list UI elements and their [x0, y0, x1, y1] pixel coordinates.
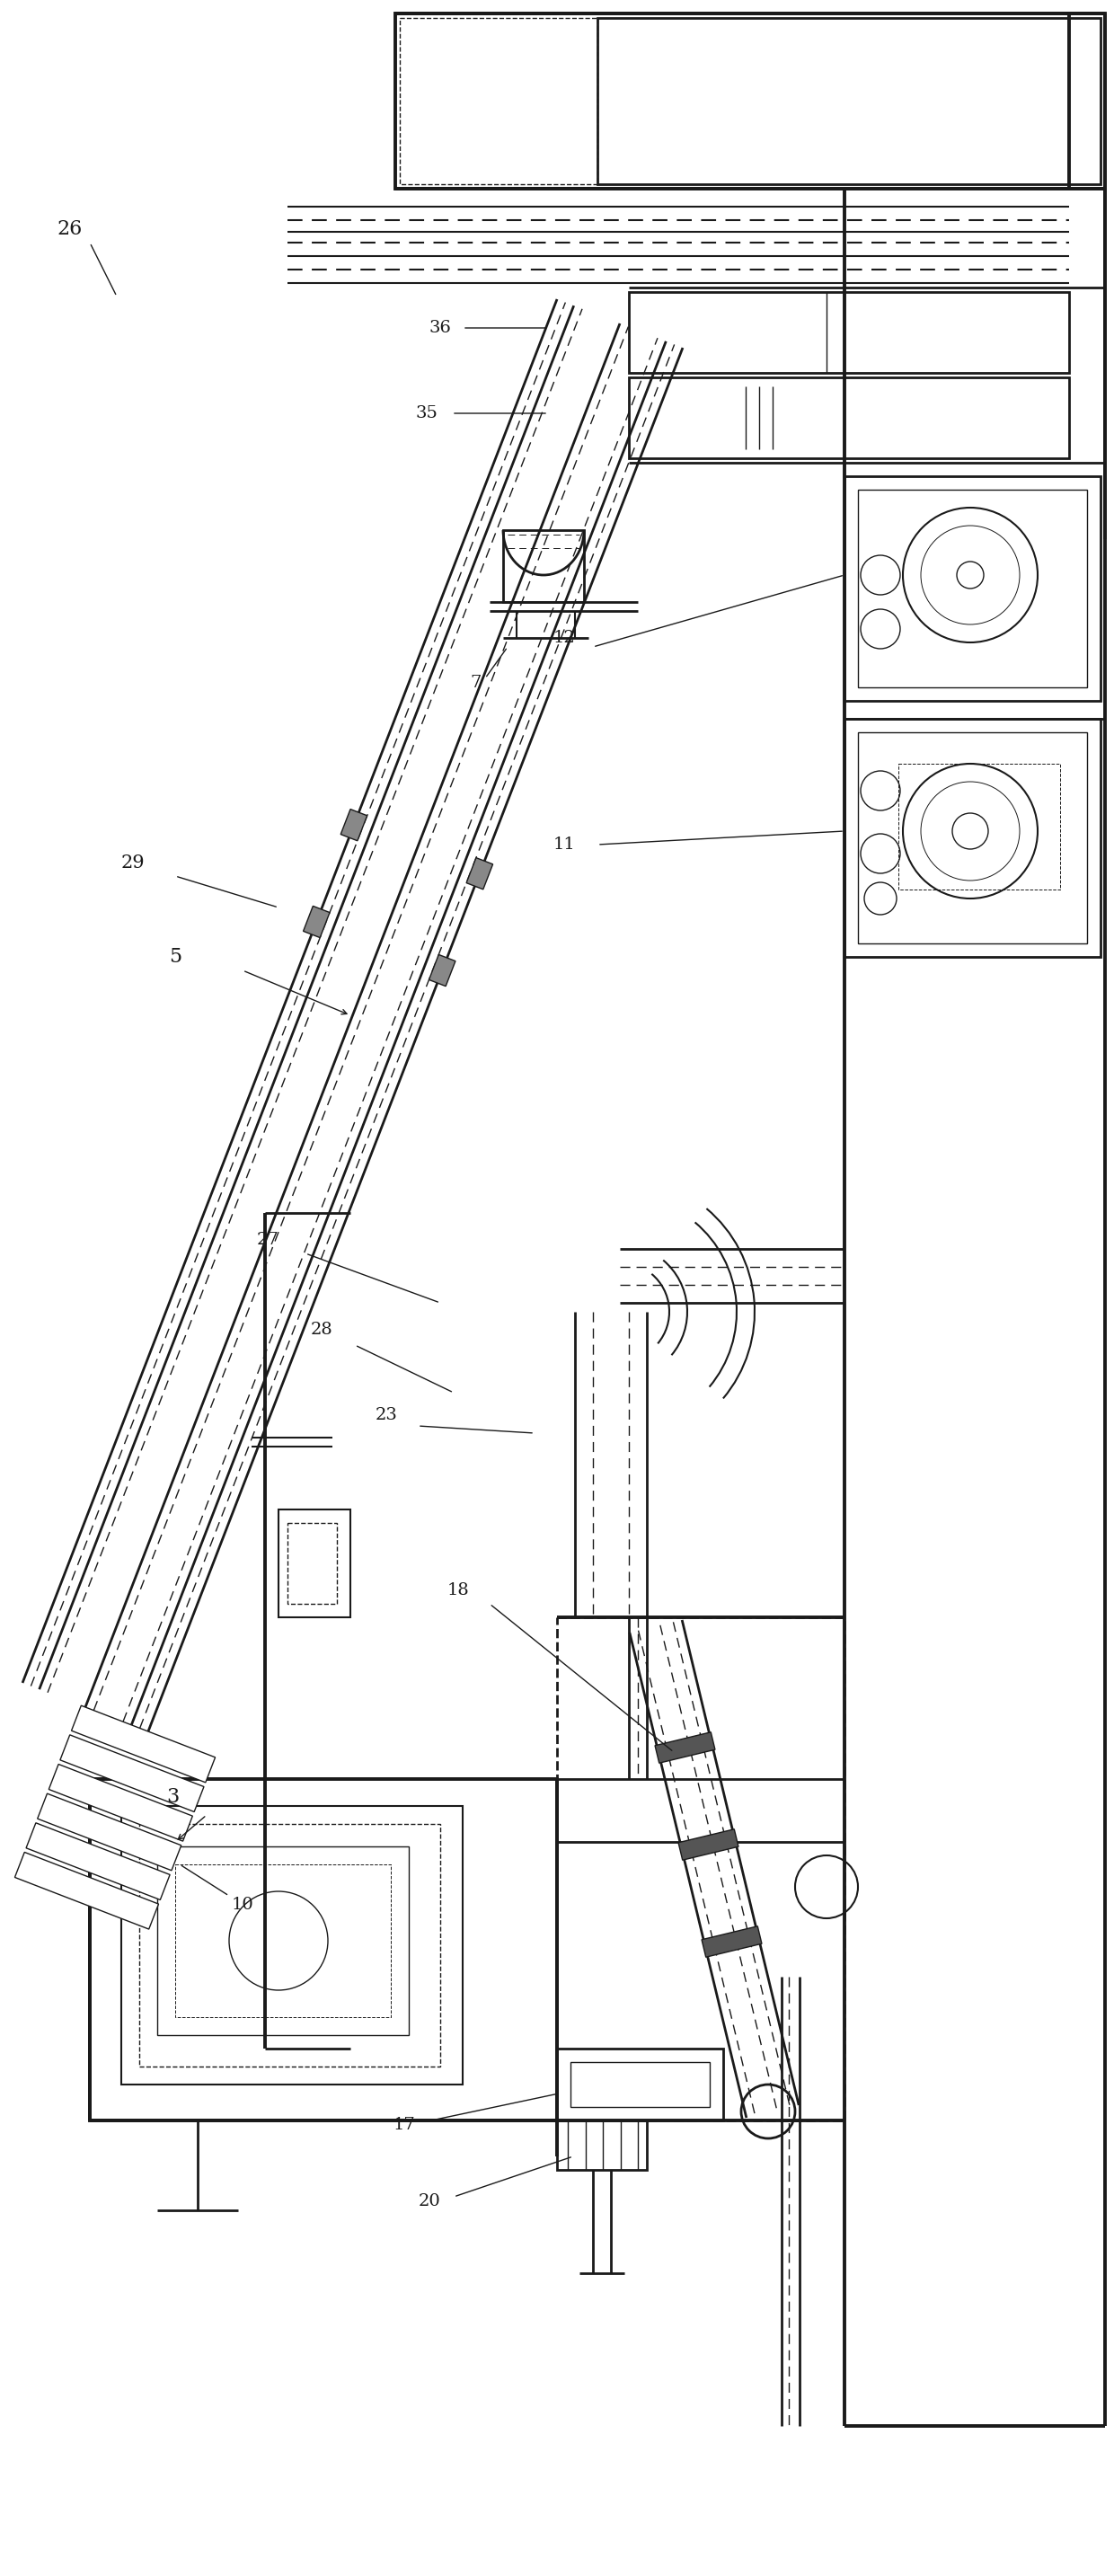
Text: 5: 5: [169, 948, 182, 966]
Polygon shape: [60, 1734, 204, 1811]
Polygon shape: [303, 907, 330, 938]
Bar: [139, 1824, 440, 2066]
Bar: [557, 2048, 723, 2120]
Bar: [557, 1618, 844, 2120]
Bar: [90, 1780, 557, 2120]
Bar: [287, 1522, 336, 1605]
Text: 18: 18: [447, 1582, 469, 1600]
Bar: [157, 1847, 409, 2035]
Polygon shape: [467, 858, 492, 889]
Text: 23: 23: [375, 1406, 398, 1422]
Polygon shape: [678, 1829, 739, 1860]
Text: 7: 7: [470, 675, 481, 690]
Polygon shape: [49, 1765, 193, 1842]
Polygon shape: [38, 1793, 182, 1870]
Bar: [844, 477, 1101, 701]
Text: 29: 29: [121, 855, 145, 871]
Text: 11: 11: [553, 837, 575, 853]
Bar: [175, 1865, 391, 2017]
Bar: [557, 2120, 647, 2169]
Bar: [844, 719, 1101, 956]
Polygon shape: [429, 956, 456, 987]
Bar: [278, 1510, 351, 1618]
Bar: [858, 489, 1087, 688]
Text: 12: 12: [553, 631, 575, 647]
Text: 10: 10: [232, 1896, 254, 1914]
Text: 17: 17: [393, 2117, 416, 2133]
Bar: [570, 2061, 710, 2107]
Bar: [898, 762, 1061, 889]
Text: 20: 20: [419, 2192, 440, 2210]
Bar: [629, 291, 1069, 374]
Text: 26: 26: [58, 219, 82, 240]
Text: 3: 3: [166, 1788, 179, 1806]
Bar: [504, 531, 584, 603]
Polygon shape: [702, 1927, 762, 1958]
Polygon shape: [14, 1852, 158, 1929]
Bar: [629, 376, 1069, 459]
Text: 36: 36: [429, 319, 451, 335]
Bar: [395, 13, 1105, 188]
Bar: [400, 18, 597, 185]
Text: 28: 28: [311, 1321, 333, 1337]
Bar: [121, 1806, 462, 2084]
Polygon shape: [655, 1731, 715, 1762]
Text: 35: 35: [416, 404, 438, 422]
Polygon shape: [341, 809, 368, 840]
Polygon shape: [71, 1705, 215, 1783]
Bar: [597, 18, 1101, 185]
Polygon shape: [26, 1824, 170, 1901]
Text: 27: 27: [256, 1231, 278, 1247]
Bar: [858, 732, 1087, 943]
